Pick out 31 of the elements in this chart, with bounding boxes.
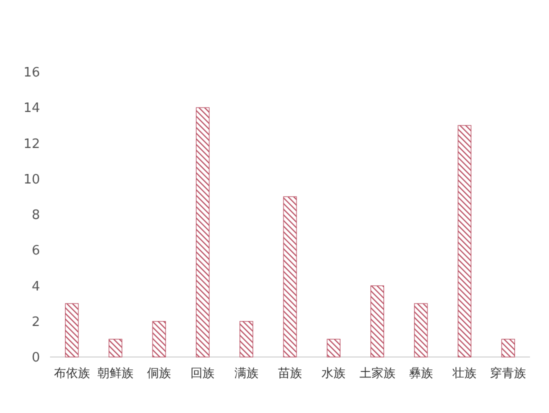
- y-tick-label: 14: [23, 101, 40, 116]
- bar: [108, 338, 122, 358]
- bar: [65, 303, 79, 358]
- bar: [240, 321, 254, 358]
- x-tick-label: 满族: [234, 366, 258, 380]
- bar: [152, 321, 166, 358]
- x-tick-label: 穿青族: [490, 366, 526, 380]
- y-tick-label: 10: [23, 172, 40, 188]
- y-tick-label: 0: [32, 350, 40, 366]
- bar: [370, 285, 384, 358]
- x-tick-label: 水族: [322, 366, 346, 380]
- y-tick-label: 2: [32, 314, 40, 330]
- bar: [283, 196, 297, 358]
- bar: [414, 303, 428, 358]
- x-tick-label: 壮族: [452, 366, 477, 380]
- x-tick-label: 侗族: [147, 366, 172, 380]
- bar: [196, 107, 210, 358]
- x-tick-label: 回族: [190, 366, 215, 380]
- y-tick-label: 8: [32, 208, 40, 223]
- y-tick-label: 16: [23, 66, 40, 80]
- bar: [458, 125, 472, 358]
- x-tick-label: 朝鲜族: [97, 366, 134, 380]
- x-tick-label: 土家族: [359, 366, 396, 380]
- y-tick-label: 6: [32, 244, 40, 259]
- bar: [326, 338, 340, 358]
- x-tick-label: 苗族: [278, 366, 302, 380]
- y-tick-label: 12: [23, 136, 40, 152]
- bar: [501, 338, 515, 358]
- y-tick-label: 4: [32, 279, 40, 294]
- x-tick-label: 布依族: [54, 366, 90, 380]
- x-tick-label: 彝族: [408, 366, 433, 380]
